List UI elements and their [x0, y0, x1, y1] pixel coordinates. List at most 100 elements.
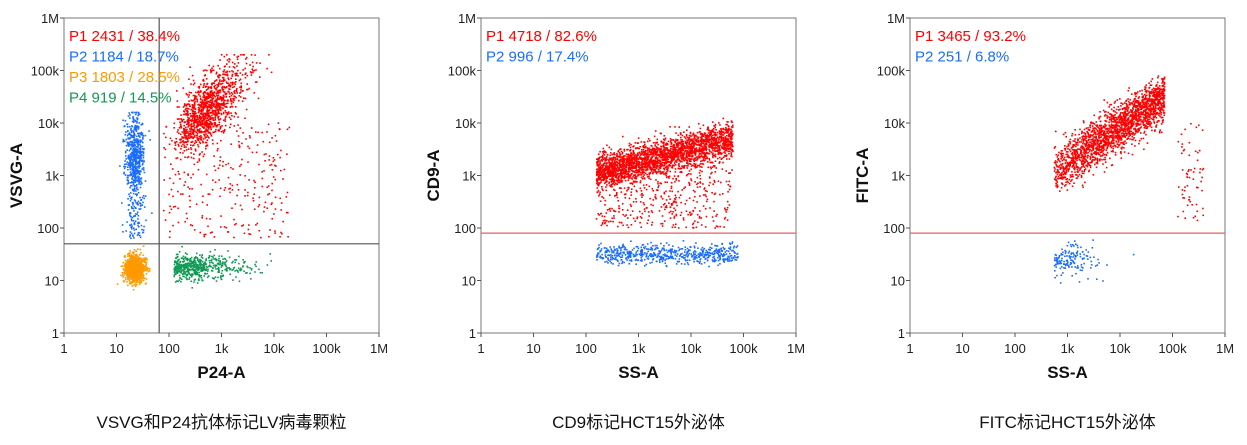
- y-tick-label: 100k: [448, 64, 477, 79]
- data-point: [186, 131, 188, 133]
- data-point: [622, 172, 625, 174]
- data-point: [720, 133, 723, 135]
- data-point: [210, 105, 213, 108]
- data-point: [204, 104, 206, 107]
- data-point: [219, 83, 222, 85]
- data-point: [230, 105, 233, 108]
- data-point: [142, 201, 144, 204]
- data-point: [135, 258, 138, 260]
- data-point: [182, 152, 184, 154]
- data-point: [201, 113, 203, 116]
- data-point: [137, 231, 140, 234]
- data-point: [209, 250, 212, 253]
- data-point: [187, 267, 190, 270]
- data-point: [236, 65, 238, 67]
- data-point: [129, 214, 131, 216]
- data-point: [140, 160, 143, 162]
- data-point: [267, 193, 269, 196]
- data-point: [135, 113, 137, 116]
- data-point: [210, 71, 212, 74]
- data-point: [243, 54, 245, 56]
- data-point: [229, 58, 231, 61]
- data-point: [190, 266, 192, 268]
- data-point: [196, 122, 199, 124]
- data-point: [186, 143, 188, 146]
- data-point: [134, 264, 136, 266]
- data-point: [215, 268, 217, 270]
- data-point: [664, 208, 666, 211]
- data-point: [214, 84, 216, 87]
- data-point: [198, 119, 200, 122]
- data-point: [137, 204, 139, 206]
- data-point: [134, 271, 136, 274]
- data-point: [227, 82, 229, 85]
- data-point: [230, 98, 232, 100]
- data-point: [128, 276, 130, 279]
- data-point: [597, 189, 600, 192]
- data-point: [128, 156, 130, 159]
- data-point: [121, 274, 124, 276]
- data-point: [165, 136, 167, 139]
- data-point: [206, 204, 208, 206]
- data-point: [128, 268, 131, 271]
- data-point: [143, 148, 145, 150]
- data-point: [174, 261, 177, 264]
- data-point: [134, 265, 137, 267]
- data-point: [134, 175, 136, 177]
- data-point: [217, 259, 220, 262]
- data-point: [136, 279, 138, 282]
- data-point: [727, 184, 730, 186]
- data-point: [184, 128, 186, 131]
- data-point: [200, 110, 203, 112]
- data-point: [231, 105, 234, 108]
- data-point: [210, 96, 212, 99]
- data-point: [205, 265, 208, 268]
- data-point: [135, 146, 137, 148]
- data-point: [218, 82, 220, 84]
- data-point: [133, 210, 135, 212]
- data-point: [194, 271, 197, 274]
- data-point: [120, 265, 123, 267]
- scatter-chart-1: 1110101001001k1k10k10k100k100k1M1MP24-AV…: [7, 11, 388, 432]
- x-tick-label: 10k: [681, 341, 702, 356]
- data-point: [254, 271, 256, 273]
- data-point: [128, 195, 131, 198]
- data-point: [123, 125, 125, 128]
- data-point: [212, 94, 215, 96]
- data-point: [623, 148, 626, 151]
- data-point: [671, 204, 673, 206]
- data-point: [715, 215, 717, 217]
- data-point: [146, 269, 148, 271]
- data-point: [130, 266, 133, 268]
- data-point: [709, 150, 711, 152]
- data-point: [180, 114, 182, 116]
- data-point: [219, 104, 221, 106]
- data-point: [213, 103, 216, 105]
- data-point: [192, 265, 194, 267]
- data-point: [275, 140, 278, 142]
- data-point: [223, 189, 226, 191]
- data-point: [187, 121, 189, 124]
- data-point: [201, 151, 203, 153]
- data-point: [127, 129, 129, 132]
- data-point: [139, 205, 142, 207]
- data-point: [225, 265, 227, 268]
- chart-caption: CD9标记HCT15外泌体: [552, 413, 725, 432]
- data-point: [138, 157, 141, 159]
- data-point: [645, 162, 647, 164]
- data-point: [207, 118, 210, 121]
- data-point: [174, 265, 177, 268]
- x-tick-label: 100k: [729, 341, 758, 356]
- data-point: [135, 188, 138, 190]
- data-point: [126, 179, 129, 181]
- data-point: [673, 147, 676, 149]
- data-point: [183, 132, 185, 135]
- data-point: [133, 237, 135, 239]
- data-point: [673, 197, 676, 200]
- data-point: [177, 129, 179, 131]
- data-point: [145, 263, 147, 265]
- data-point: [134, 111, 136, 114]
- data-point: [641, 158, 643, 161]
- data-point: [200, 274, 202, 277]
- data-point: [132, 169, 135, 171]
